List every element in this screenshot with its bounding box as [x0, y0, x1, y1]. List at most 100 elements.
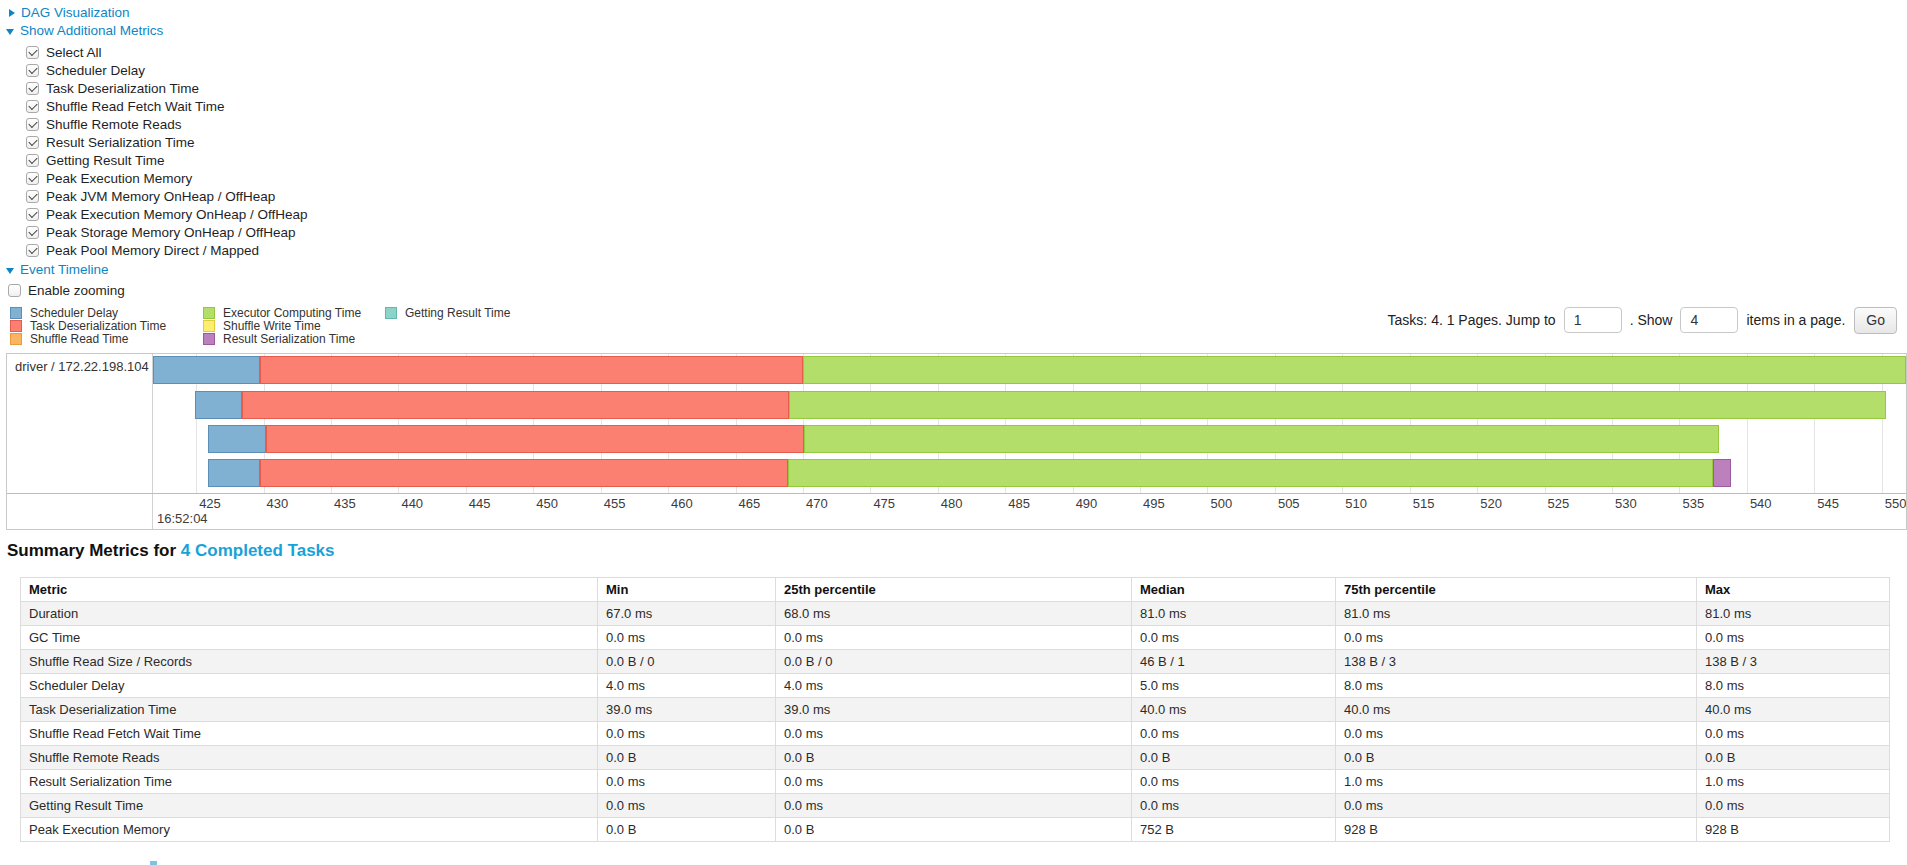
legend-item: Task Deserialization Time: [10, 319, 166, 332]
metrics-checkbox-item: Select All: [6, 43, 308, 61]
checkbox-checked-icon[interactable]: [26, 46, 39, 59]
checkbox-label[interactable]: Peak Pool Memory Direct / Mapped: [46, 243, 259, 258]
metric-value-cell: 0.0 B / 0: [598, 650, 776, 674]
metric-value-cell: 0.0 ms: [1697, 722, 1890, 746]
checkbox-label[interactable]: Select All: [46, 45, 102, 60]
checkbox-label[interactable]: Shuffle Remote Reads: [46, 117, 182, 132]
timeline-bar-segment-executor_computing_time[interactable]: [803, 356, 1906, 384]
metrics-checkbox-item: Task Deserialization Time: [6, 79, 308, 97]
metric-value-cell: 752 B: [1132, 818, 1336, 842]
metrics-checkbox-item: Shuffle Read Fetch Wait Time: [6, 97, 308, 115]
checkbox-checked-icon[interactable]: [26, 154, 39, 167]
metric-value-cell: 0.0 ms: [1132, 794, 1336, 818]
metric-name-cell: Shuffle Remote Reads: [21, 746, 598, 770]
metric-value-cell: 81.0 ms: [1336, 602, 1697, 626]
checkbox-checked-icon[interactable]: [26, 136, 39, 149]
metric-value-cell: 0.0 ms: [1132, 770, 1336, 794]
timeline-bar-segment-scheduler_delay[interactable]: [208, 425, 266, 453]
metric-name-cell: Result Serialization Time: [21, 770, 598, 794]
timeline-bar-segment-task_deserialization_time[interactable]: [260, 459, 789, 487]
metric-value-cell: 0.0 ms: [598, 794, 776, 818]
jump-to-page-input[interactable]: [1564, 307, 1622, 333]
executor-group-label: driver / 172.22.198.104: [7, 354, 152, 374]
metric-value-cell: 1.0 ms: [1336, 770, 1697, 794]
metrics-checkbox-list: Select All Scheduler Delay Task Deserializ…: [6, 43, 308, 259]
dag-visualization-toggle[interactable]: DAG Visualization: [6, 5, 308, 20]
timeline-bar-segment-scheduler_delay[interactable]: [195, 391, 242, 419]
metric-value-cell: 40.0 ms: [1697, 698, 1890, 722]
checkbox-label[interactable]: Shuffle Read Fetch Wait Time: [46, 99, 225, 114]
go-button[interactable]: Go: [1854, 307, 1897, 334]
checkbox-label[interactable]: Result Serialization Time: [46, 135, 195, 150]
event-timeline-toggle[interactable]: Event Timeline: [6, 262, 308, 277]
metric-name-cell: GC Time: [21, 626, 598, 650]
metric-value-cell: 0.0 ms: [1132, 626, 1336, 650]
checkbox-label[interactable]: Peak Execution Memory OnHeap / OffHeap: [46, 207, 308, 222]
axis-tick-label: 460: [671, 496, 693, 511]
enable-zooming-label[interactable]: Enable zooming: [28, 283, 125, 298]
event-timeline-link[interactable]: Event Timeline: [20, 262, 109, 277]
axis-tick-label: 450: [536, 496, 558, 511]
metric-value-cell: 0.0 B: [598, 746, 776, 770]
metric-value-cell: 0.0 ms: [776, 794, 1132, 818]
checkbox-checked-icon[interactable]: [26, 118, 39, 131]
checkbox-label[interactable]: Peak Execution Memory: [46, 171, 192, 186]
timeline-bar-segment-result_serialization_time[interactable]: [1713, 459, 1731, 487]
timeline-bar-segment-executor_computing_time[interactable]: [804, 425, 1718, 453]
metric-value-cell: 138 B / 3: [1697, 650, 1890, 674]
completed-tasks-link[interactable]: 4 Completed Tasks: [181, 541, 335, 560]
table-header-cell: Metric: [21, 578, 598, 602]
checkbox-checked-icon[interactable]: [26, 82, 39, 95]
legend-item: Scheduler Delay: [10, 306, 166, 319]
show-additional-metrics-link[interactable]: Show Additional Metrics: [20, 23, 163, 38]
metrics-checkbox-item: Peak Execution Memory: [6, 169, 308, 187]
table-header-cell: Median: [1132, 578, 1336, 602]
legend-swatch-icon: [203, 320, 215, 332]
table-header-cell: 75th percentile: [1336, 578, 1697, 602]
axis-tick-label: 490: [1076, 496, 1098, 511]
dag-visualization-link[interactable]: DAG Visualization: [21, 5, 130, 20]
checkbox-label[interactable]: Getting Result Time: [46, 153, 165, 168]
metric-value-cell: 8.0 ms: [1697, 674, 1890, 698]
checkbox-label[interactable]: Task Deserialization Time: [46, 81, 199, 96]
timeline-bar-segment-scheduler_delay[interactable]: [153, 356, 260, 384]
timeline-bar-segment-executor_computing_time[interactable]: [788, 459, 1713, 487]
timeline-bar-segment-task_deserialization_time[interactable]: [266, 425, 804, 453]
metric-value-cell: 0.0 ms: [776, 770, 1132, 794]
timeline-bar-segment-executor_computing_time[interactable]: [789, 391, 1885, 419]
timeline-bar-segment-task_deserialization_time[interactable]: [260, 356, 803, 384]
checkbox-checked-icon[interactable]: [26, 100, 39, 113]
legend-swatch-icon: [10, 320, 22, 332]
metrics-checkbox-item: Peak Pool Memory Direct / Mapped: [6, 241, 308, 259]
checkbox-checked-icon[interactable]: [26, 190, 39, 203]
axis-tick-label: 470: [806, 496, 828, 511]
timeline-bar-segment-scheduler_delay[interactable]: [208, 459, 259, 487]
table-row: GC Time0.0 ms0.0 ms0.0 ms0.0 ms0.0 ms: [21, 626, 1890, 650]
checkbox-checked-icon[interactable]: [26, 226, 39, 239]
legend-label: Executor Computing Time: [223, 306, 361, 320]
checkbox-checked-icon[interactable]: [26, 64, 39, 77]
checkbox-checked-icon[interactable]: [26, 172, 39, 185]
checkbox-checked-icon[interactable]: [26, 208, 39, 221]
legend-swatch-icon: [385, 307, 397, 319]
checkbox-label[interactable]: Scheduler Delay: [46, 63, 145, 78]
metric-value-cell: 4.0 ms: [776, 674, 1132, 698]
page-size-input[interactable]: [1680, 307, 1738, 333]
legend-label: Shuffle Write Time: [223, 319, 321, 333]
checkbox-checked-icon[interactable]: [26, 244, 39, 257]
expanded-arrow-icon: [6, 29, 14, 35]
table-row: Result Serialization Time0.0 ms0.0 ms0.0…: [21, 770, 1890, 794]
metric-value-cell: 8.0 ms: [1336, 674, 1697, 698]
summary-title-text: Summary Metrics for: [7, 541, 181, 560]
checkbox-label[interactable]: Peak JVM Memory OnHeap / OffHeap: [46, 189, 275, 204]
table-row: Duration67.0 ms68.0 ms81.0 ms81.0 ms81.0…: [21, 602, 1890, 626]
checkbox-unchecked-icon[interactable]: [8, 284, 21, 297]
checkbox-label[interactable]: Peak Storage Memory OnHeap / OffHeap: [46, 225, 296, 240]
table-header-cell: 25th percentile: [776, 578, 1132, 602]
metrics-checkbox-item: Getting Result Time: [6, 151, 308, 169]
metrics-checkbox-item: Shuffle Remote Reads: [6, 115, 308, 133]
show-additional-metrics-toggle[interactable]: Show Additional Metrics: [6, 23, 308, 38]
metric-value-cell: 0.0 ms: [776, 722, 1132, 746]
timeline-bar-segment-task_deserialization_time[interactable]: [242, 391, 789, 419]
summary-metrics-table: MetricMin25th percentileMedian75th perce…: [20, 577, 1890, 842]
